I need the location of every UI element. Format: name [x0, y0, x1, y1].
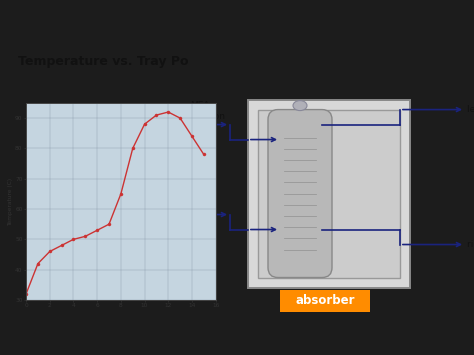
Y-axis label: Temperature (C): Temperature (C): [8, 178, 13, 225]
Text: flue
gas: flue gas: [190, 191, 207, 211]
Bar: [248, 100, 410, 288]
Text: lean gas: lean gas: [467, 105, 474, 114]
Text: Temperature vs. Tray Po: Temperature vs. Tray Po: [18, 55, 189, 67]
Ellipse shape: [293, 100, 307, 110]
Text: absorber: absorber: [295, 294, 355, 307]
Bar: [258, 110, 400, 278]
Text: MEA
solution: MEA solution: [190, 101, 226, 121]
FancyBboxPatch shape: [268, 110, 332, 278]
Text: rich solution: rich solution: [467, 240, 474, 249]
FancyBboxPatch shape: [280, 290, 370, 311]
